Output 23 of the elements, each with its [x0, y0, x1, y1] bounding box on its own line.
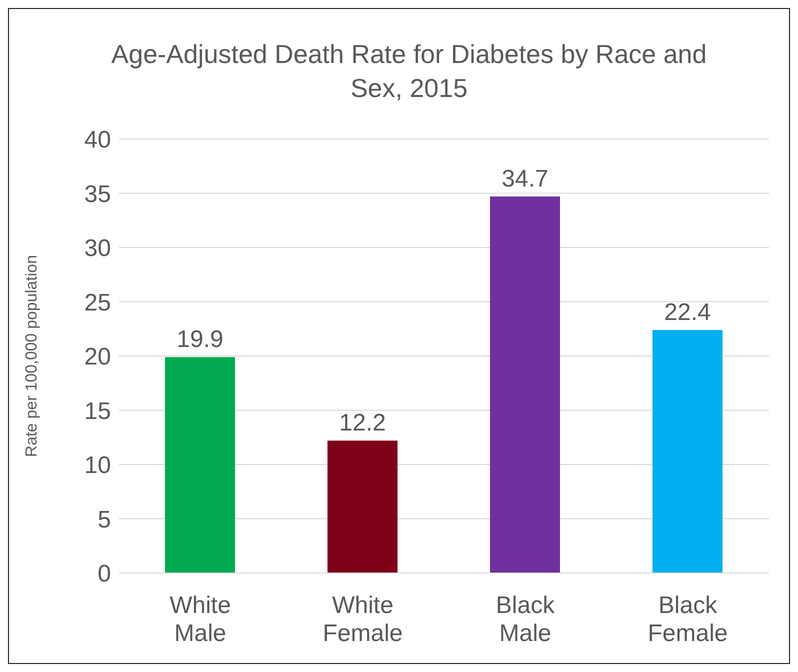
y-tick-label: 20 [84, 344, 111, 371]
bar [165, 357, 235, 573]
y-tick-label: 0 [98, 560, 111, 588]
data-label: 12.2 [339, 410, 386, 437]
y-tick-label: 40 [84, 126, 111, 154]
data-label: 34.7 [502, 166, 548, 193]
y-tick-label: 25 [84, 289, 111, 316]
bar [328, 440, 398, 573]
x-tick-label: White Female [322, 592, 403, 647]
y-tick-label: 5 [98, 506, 111, 534]
x-tick-label: Black Male [496, 592, 556, 647]
y-tick-label: 35 [84, 180, 111, 208]
x-tick-label: Black Female [648, 592, 728, 647]
data-label: 22.4 [664, 298, 711, 326]
data-label: 19.9 [176, 326, 224, 354]
y-axis-title: Rate per 100,000 population [24, 255, 41, 457]
bar [490, 196, 560, 573]
y-tick-label: 30 [84, 235, 111, 262]
bar [652, 330, 722, 573]
x-tick-label: White Male [170, 592, 231, 647]
y-tick-label: 15 [84, 398, 111, 425]
y-tick-label: 10 [84, 452, 111, 480]
chart-title: Age-Adjusted Death Rate for Diabetes by Race and Sex, 2015 [110, 38, 708, 105]
